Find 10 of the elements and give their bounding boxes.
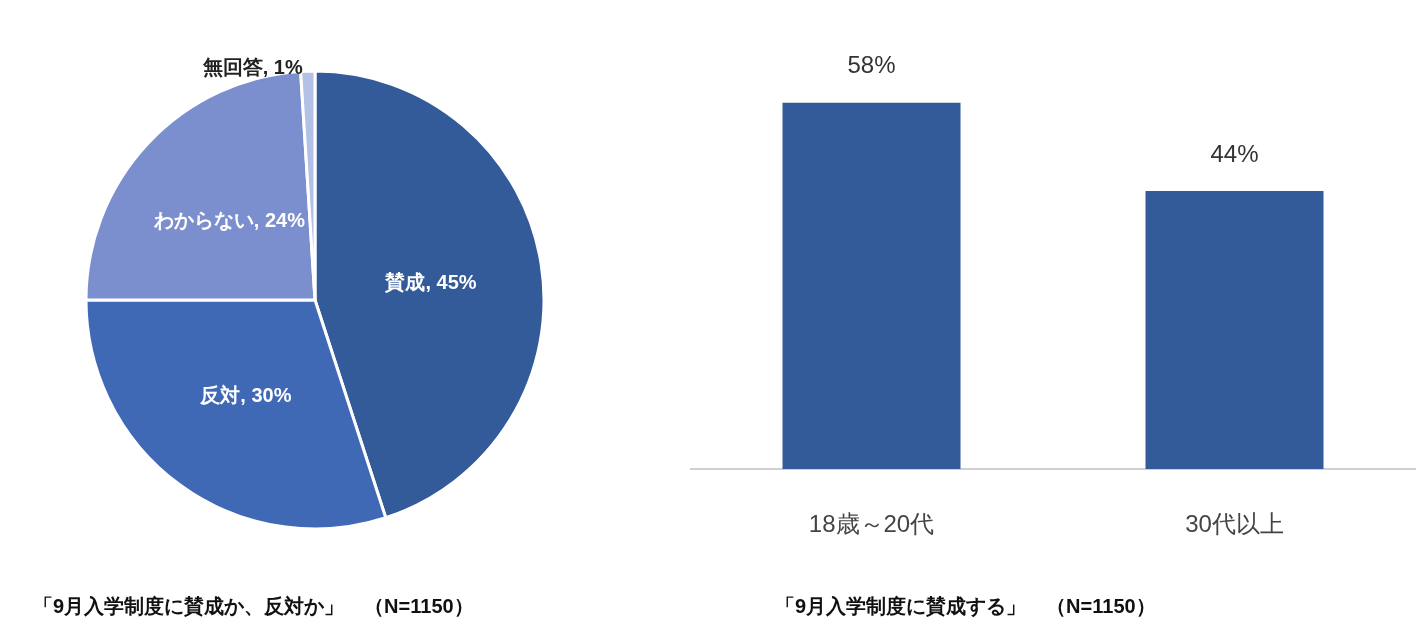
data-label: 58% <box>847 51 896 79</box>
x-tick-label: 30代以上 <box>1185 509 1284 537</box>
slice-label: 反対, 30% <box>199 384 292 407</box>
text: 「9月入学制度に賛成する」 （N=1150） <box>775 595 1156 618</box>
slice-label: 無回答, 1% <box>201 56 303 79</box>
slice-label: 賛成, 45% <box>384 270 477 294</box>
x-tick-label: 18歳～20代 <box>808 509 935 537</box>
text: 「9月入学制度に賛成か、反対か」 （N=1150） <box>33 595 474 618</box>
data-label: 44% <box>1210 139 1259 167</box>
slice-label: わからない, 24% <box>152 208 306 231</box>
